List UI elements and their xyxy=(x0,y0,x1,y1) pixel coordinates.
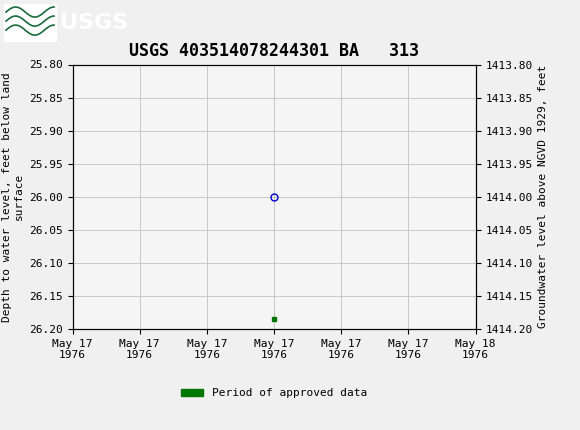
Y-axis label: Groundwater level above NGVD 1929, feet: Groundwater level above NGVD 1929, feet xyxy=(538,65,548,329)
Title: USGS 403514078244301 BA   313: USGS 403514078244301 BA 313 xyxy=(129,42,419,60)
Y-axis label: Depth to water level, feet below land
surface: Depth to water level, feet below land su… xyxy=(2,72,23,322)
Legend: Period of approved data: Period of approved data xyxy=(176,384,372,403)
Bar xyxy=(4,4,56,41)
Text: USGS: USGS xyxy=(60,12,128,33)
